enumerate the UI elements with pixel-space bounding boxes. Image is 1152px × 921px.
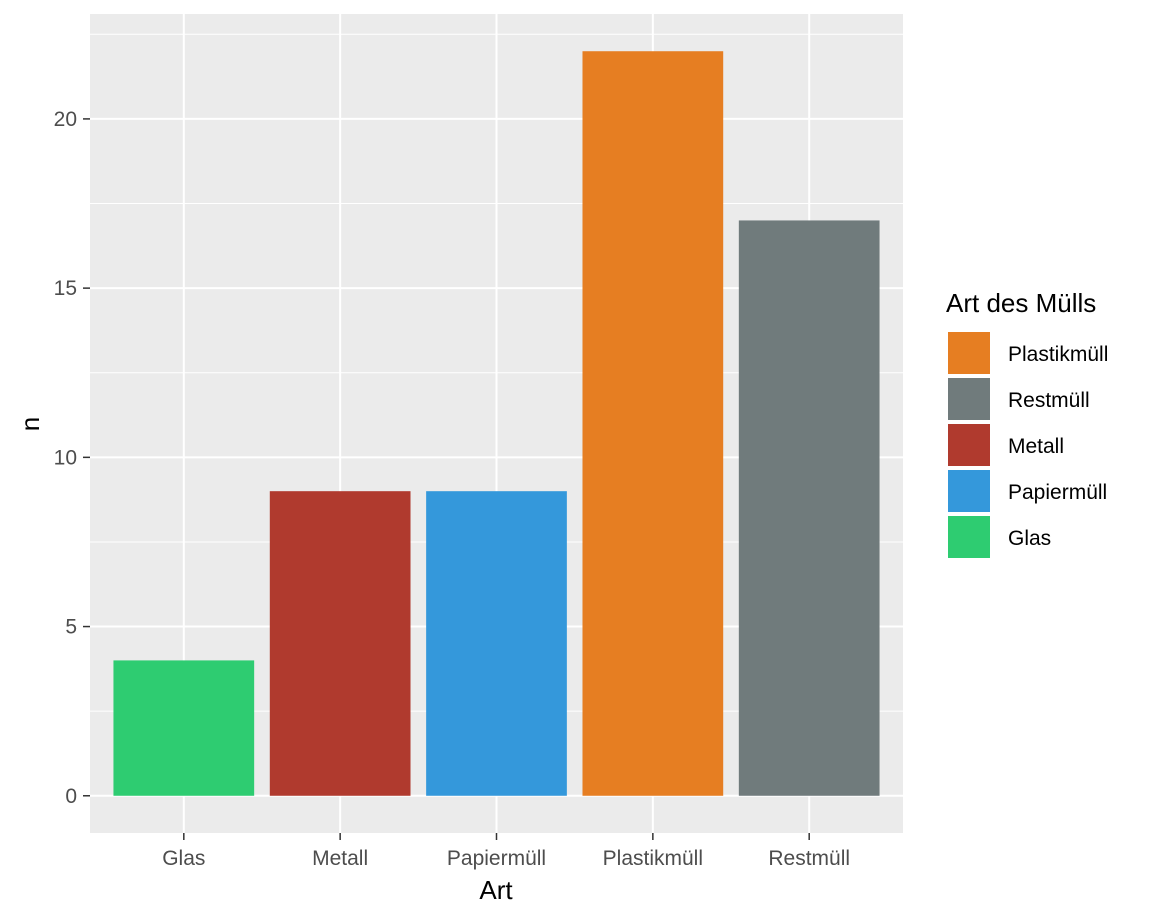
bars — [113, 51, 880, 796]
legend-label: Glas — [1008, 527, 1051, 550]
bar-plastikmüll — [582, 51, 724, 796]
y-tick-label: 20 — [54, 108, 77, 131]
x-tick-label: Restmüll — [768, 847, 850, 870]
legend-label: Plastikmüll — [1008, 343, 1108, 366]
bar-restmüll — [738, 220, 880, 796]
y-axis-title: n — [15, 417, 45, 431]
legend-key — [946, 514, 992, 560]
bar-glas — [113, 660, 255, 796]
x-tick-label: Plastikmüll — [603, 847, 703, 870]
x-tick-label: Glas — [162, 847, 205, 870]
legend-label: Restmüll — [1008, 389, 1090, 412]
x-tick-label: Papiermüll — [447, 847, 546, 870]
legend: Art des Mülls Plastikmüll Restmüll Metall P… — [946, 288, 1108, 560]
x-axis-title: Art — [479, 875, 513, 905]
bar-papiermüll — [426, 491, 567, 796]
y-tick-label: 10 — [54, 446, 77, 469]
legend-key — [946, 376, 992, 422]
y-tick-label: 5 — [65, 616, 77, 639]
x-axis: Glas Metall Papiermüll Plastikmüll Restmüll — [162, 833, 850, 870]
y-tick-label: 15 — [54, 277, 77, 300]
y-tick-label: 0 — [65, 785, 77, 808]
legend-label: Papiermüll — [1008, 481, 1107, 504]
legend-key — [946, 468, 992, 514]
bar-metall — [269, 491, 411, 796]
legend-title: Art des Mülls — [946, 288, 1096, 318]
legend-key — [946, 330, 992, 376]
x-tick-label: Metall — [312, 847, 368, 870]
y-axis: 0 5 10 15 20 — [54, 108, 90, 808]
legend-label: Metall — [1008, 435, 1064, 458]
legend-key — [946, 422, 992, 468]
